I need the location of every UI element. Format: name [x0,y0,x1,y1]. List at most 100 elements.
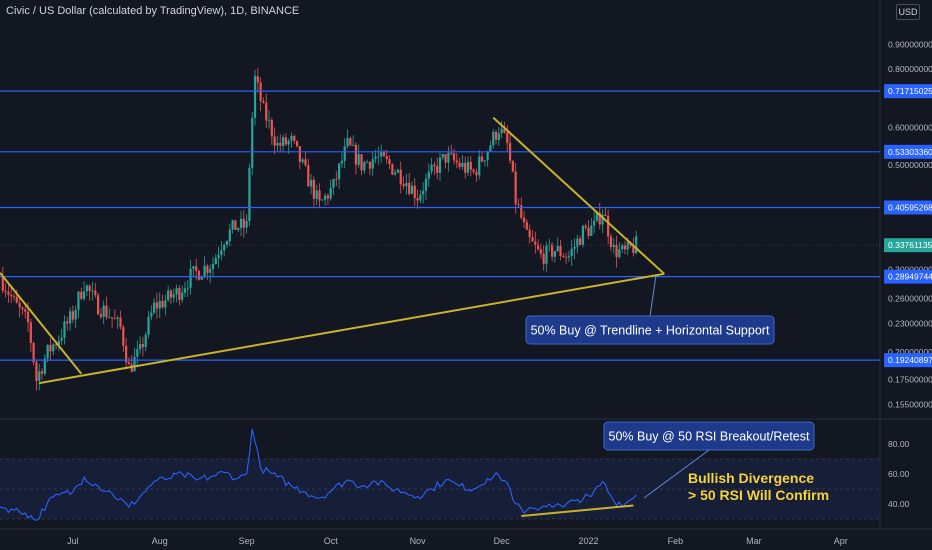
candle-body[interactable] [621,245,624,250]
candle-body[interactable] [520,205,523,218]
candle-body[interactable] [197,270,201,280]
candle-body[interactable] [438,157,442,173]
candle-body[interactable] [178,288,181,300]
candle-body[interactable] [567,256,571,258]
candle-body[interactable] [12,296,16,298]
candle-body[interactable] [480,156,484,162]
candle-body[interactable] [528,229,531,238]
candle-body[interactable] [77,291,80,310]
candle-body[interactable] [326,195,329,199]
candle-body[interactable] [119,317,122,327]
candle-body[interactable] [604,214,607,216]
candle-body[interactable] [382,151,386,157]
candle-body[interactable] [562,255,565,257]
candle-body[interactable] [301,159,304,162]
candle-body[interactable] [553,251,557,257]
candle-body[interactable] [225,241,229,245]
candle-body[interactable] [32,343,35,363]
candle-body[interactable] [125,345,128,363]
candle-body[interactable] [632,246,635,254]
candle-body[interactable] [338,163,341,180]
candle-body[interactable] [284,137,287,145]
candle-body[interactable] [424,178,428,192]
trendlines[interactable] [0,116,665,385]
candle-body[interactable] [422,191,425,195]
candle-body[interactable] [352,144,355,146]
candle-body[interactable] [91,290,94,292]
candle-body[interactable] [108,317,111,319]
candle-body[interactable] [609,236,613,248]
candle-body[interactable] [458,162,461,168]
candle-body[interactable] [478,156,481,176]
candle-body[interactable] [80,291,83,299]
candle-body[interactable] [4,290,7,292]
candle-body[interactable] [374,156,377,160]
candle-body[interactable] [349,138,352,146]
candle-body[interactable] [380,151,383,157]
candle-body[interactable] [85,285,88,292]
candle-body[interactable] [433,164,436,166]
candle-body[interactable] [590,225,593,236]
candle-body[interactable] [21,307,24,310]
candle-body[interactable] [475,171,478,176]
candle-body[interactable] [525,222,528,230]
candle-body[interactable] [559,245,562,256]
candle-body[interactable] [598,212,601,225]
candle-body[interactable] [377,156,380,158]
candle-body[interactable] [517,204,520,206]
candle-body[interactable] [579,238,582,246]
candle-body[interactable] [441,154,444,158]
candle-body[interactable] [581,225,585,246]
candle-body[interactable] [242,218,245,228]
candle-body[interactable] [239,218,243,229]
candle-body[interactable] [363,162,366,171]
candle-body[interactable] [623,245,627,250]
candle-body[interactable] [570,248,573,257]
candle-body[interactable] [615,244,618,258]
candle-body[interactable] [181,292,184,300]
candle-body[interactable] [534,241,537,245]
candle-body[interactable] [231,220,234,230]
candle-body[interactable] [228,229,231,242]
candle-body[interactable] [593,220,596,226]
candle-body[interactable] [522,217,526,223]
candle-body[interactable] [416,198,419,201]
rsi-pane[interactable] [0,428,880,522]
candle-body[interactable] [536,244,540,250]
candle-body[interactable] [203,265,206,277]
candle-body[interactable] [329,187,332,199]
candle-body[interactable] [256,76,259,83]
candle-body[interactable] [323,195,327,200]
candle-body[interactable] [167,290,170,301]
candle-body[interactable] [63,321,66,338]
candle-body[interactable] [612,244,615,248]
candle-body[interactable] [430,164,433,172]
candle-body[interactable] [265,102,268,121]
trendline[interactable] [39,272,665,385]
candle-body[interactable] [290,135,293,141]
candle-body[interactable] [464,162,467,173]
candle-body[interactable] [413,185,416,199]
candle-body[interactable] [192,266,195,269]
candle-body[interactable] [587,227,590,236]
candle-body[interactable] [332,179,335,188]
candle-body[interactable] [506,132,509,144]
candle-body[interactable] [26,311,30,323]
candle-body[interactable] [307,165,310,187]
candle-body[interactable] [54,344,58,346]
time-axis[interactable]: Jul Aug Sep Oct Nov Dec 2022 Feb Mar Apr [67,536,848,546]
candle-body[interactable] [237,228,240,230]
candle-body[interactable] [343,146,346,161]
candle-body[interactable] [88,285,91,292]
candle-body[interactable] [71,311,74,320]
candle-body[interactable] [293,135,296,141]
candle-body[interactable] [444,154,447,163]
candle-body[interactable] [304,159,307,166]
candle-body[interactable] [158,300,161,309]
candle-body[interactable] [601,214,604,225]
candle-body[interactable] [209,269,212,273]
candle-body[interactable] [7,291,10,295]
candle-body[interactable] [539,249,542,254]
candle-body[interactable] [472,169,475,172]
candle-body[interactable] [144,334,147,347]
